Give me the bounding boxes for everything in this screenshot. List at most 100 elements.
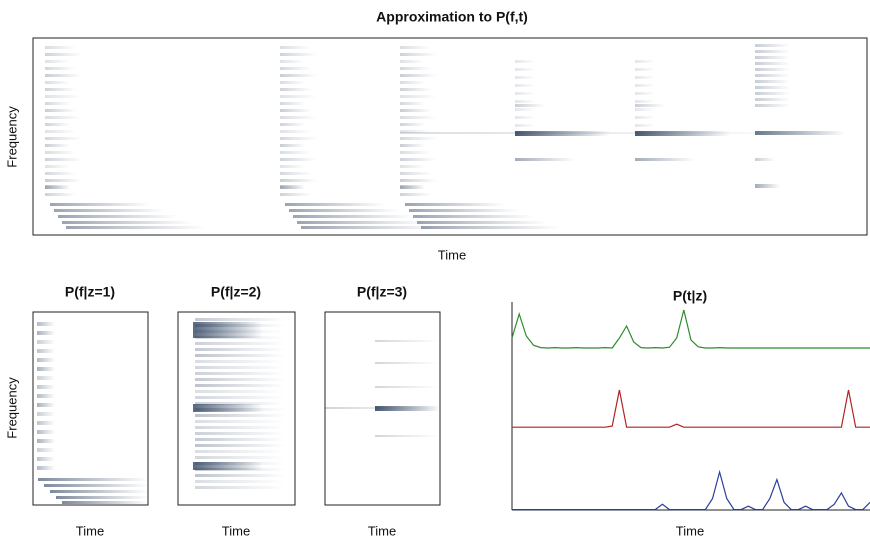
panel-title: P(f|z=3): [357, 284, 407, 300]
spectrogram-streak: [515, 100, 535, 103]
spectrogram-streak: [400, 137, 437, 140]
spectrogram-streak: [515, 84, 535, 87]
spectrogram-streak: [755, 104, 790, 107]
spectrogram-streak: [195, 432, 285, 435]
spectrogram-streak: [635, 68, 655, 71]
spectrogram-streak: [293, 215, 413, 218]
spectrogram-streak: [755, 74, 790, 77]
panel-title: P(f|z=1): [65, 284, 115, 300]
spectrogram-streak: [45, 88, 76, 91]
spectrogram-streak: [400, 172, 431, 175]
x-axis-label: Time: [438, 247, 466, 262]
spectrogram-streak: [755, 184, 780, 188]
spectrogram-streak: [45, 144, 70, 147]
spectrogram-streak: [635, 60, 655, 63]
spectrogram-streak: [280, 144, 305, 147]
spectrogram-streak: [301, 226, 441, 229]
spectrogram-streak: [280, 88, 311, 91]
x-axis-label: Time: [368, 523, 396, 538]
chart-title: Approximation to P(f,t): [376, 9, 528, 25]
spectrogram-streak: [400, 123, 425, 126]
spectrogram-streak: [37, 331, 55, 335]
chart-title: P(t|z): [673, 288, 707, 304]
spectrogram-streak: [635, 100, 655, 103]
spectrogram-streak: [417, 221, 547, 224]
spectrogram-streak: [45, 53, 82, 56]
spectrogram-streak: [375, 340, 440, 342]
spectrogram-streak: [37, 322, 55, 326]
spectrogram-streak: [515, 124, 535, 127]
spectrogram-streak: [45, 185, 70, 189]
spectrogram-streak: [280, 172, 311, 175]
spectrogram-streak: [280, 137, 317, 140]
spectrogram-streak: [280, 185, 305, 189]
spectrogram-streak: [755, 86, 790, 89]
spectrogram-streak: [409, 209, 519, 212]
spectrogram-streak: [280, 158, 317, 161]
spectrogram-streak: [45, 158, 82, 161]
panel-frame: [32, 311, 149, 506]
spectrogram-streak: [56, 496, 148, 499]
spectrogram-streak: [515, 68, 535, 71]
spectrogram-streak: [289, 209, 399, 212]
spectrogram-streak: [280, 46, 311, 49]
spectrogram-streak: [37, 376, 55, 380]
spectrogram-streak: [193, 462, 263, 470]
spectrogram-streak: [375, 406, 440, 411]
spectrogram-streak: [400, 67, 431, 70]
spectrogram-streak: [195, 438, 285, 441]
spectrogram-streak: [45, 102, 70, 105]
spectrogram-streak: [45, 46, 76, 49]
spectrogram-streak: [195, 486, 285, 489]
spectrogram-streak: [755, 158, 775, 161]
spectrogram-streak: [400, 109, 431, 112]
spectrogram-streak: [45, 95, 82, 98]
spectrogram-streak: [45, 165, 70, 168]
spectrogram-streak: [195, 318, 285, 321]
spectrogram-streak: [195, 390, 285, 393]
spectrogram-streak: [62, 501, 148, 504]
spectrogram-streak: [755, 62, 790, 65]
spectrogram-streak: [755, 131, 845, 135]
spectrogram-streak: [515, 60, 535, 63]
spectrogram-streak: [193, 330, 263, 338]
spectrogram-streak: [400, 74, 437, 77]
spectrogram-streak: [280, 165, 305, 168]
spectrogram-streak: [280, 116, 317, 119]
spectrogram-streak: [400, 102, 425, 105]
spectrogram-streak: [58, 215, 178, 218]
spectrogram-streak: [195, 354, 285, 357]
spectrogram-streak: [515, 158, 575, 161]
spectrogram-streak: [755, 92, 790, 95]
spectrogram-streak: [635, 104, 665, 107]
spectrogram-streak: [280, 74, 317, 77]
series-line: [512, 469, 870, 511]
spectrogram-texture: [37, 44, 860, 504]
spectrogram-streak: [195, 402, 285, 405]
panel-title: P(f|z=2): [211, 284, 261, 300]
spectrogram-streak: [413, 215, 533, 218]
spectrogram-streak: [635, 108, 655, 111]
spectrogram-streak: [421, 226, 561, 229]
panel-frame: [324, 311, 441, 506]
spectrogram-streak: [405, 203, 505, 206]
spectrogram-streak: [195, 420, 285, 423]
spectrogram-streak: [280, 109, 311, 112]
spectrogram-streak: [515, 108, 535, 111]
spectrogram-streak: [45, 130, 76, 133]
spectrogram-streak: [755, 98, 790, 101]
spectrogram-streak: [44, 484, 148, 487]
spectrogram-streak: [195, 450, 285, 453]
spectrogram-streak: [195, 348, 285, 351]
spectrogram-streak: [280, 151, 311, 154]
spectrogram-streak: [50, 203, 150, 206]
spectrogram-streak: [280, 67, 311, 70]
spectrogram-streak: [50, 490, 148, 493]
spectrogram-streak: [37, 349, 55, 353]
spectrogram-streak: [38, 478, 148, 481]
panel-frame: [177, 311, 296, 506]
spectrogram-streak: [280, 81, 305, 84]
series-line: [511, 309, 870, 349]
spectrogram-streak: [635, 84, 655, 87]
spectrogram-streak: [45, 60, 70, 63]
